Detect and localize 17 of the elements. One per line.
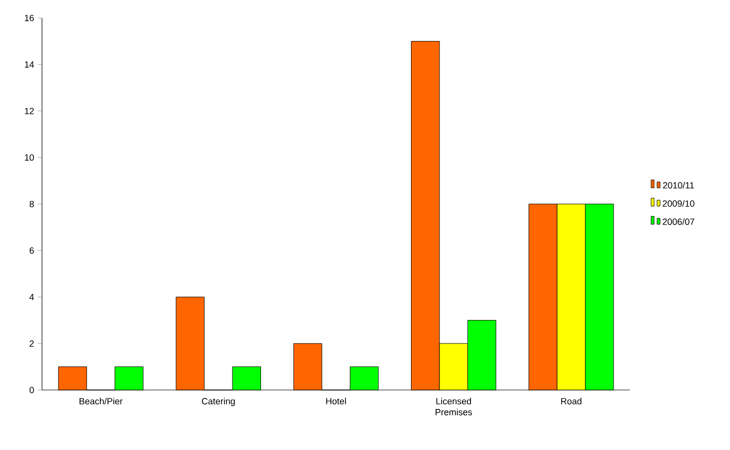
legend-label: 2010/11 [663, 182, 694, 189]
y-tick-label: 4 [29, 294, 34, 300]
x-tick-label: Catering [202, 398, 235, 406]
y-tick-label: 6 [30, 247, 34, 254]
legend-label: 2009/10 [662, 200, 694, 207]
x-tick-label: Beach/Pier [80, 398, 123, 404]
y-tick-label: 2 [30, 340, 34, 347]
y-tick-label: 14 [24, 61, 34, 68]
y-tick-label: 8 [30, 200, 34, 208]
y-tick-label: 0 [30, 386, 34, 394]
y-tick-label: 16 [24, 14, 34, 22]
x-tick-label: Hotel [326, 398, 346, 404]
y-tick-label: 12 [24, 108, 34, 114]
x-tick-label: Road [561, 398, 582, 404]
x-tick-label: Licensed Premises [436, 398, 472, 416]
legend-label: 2006/07 [662, 218, 694, 225]
y-tick-label: 10 [24, 154, 34, 161]
